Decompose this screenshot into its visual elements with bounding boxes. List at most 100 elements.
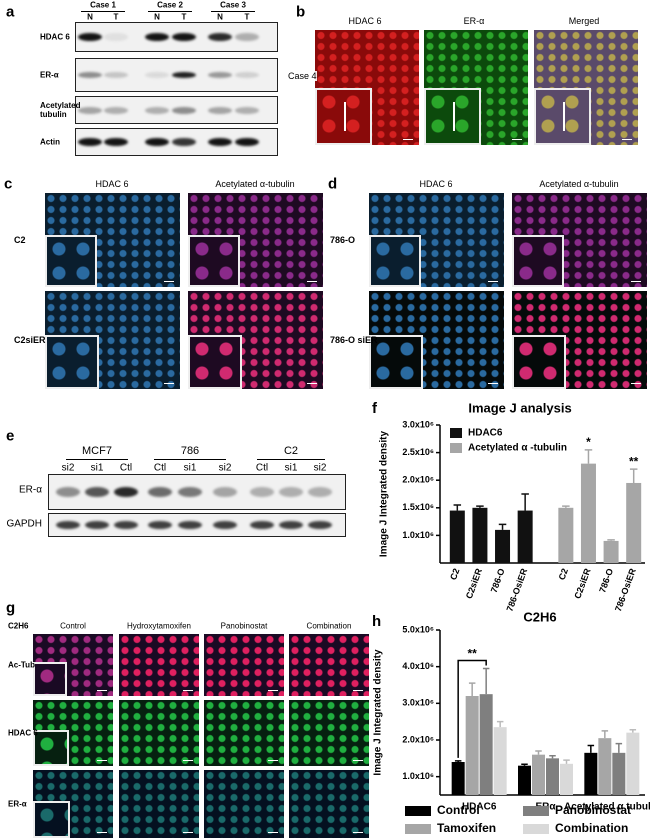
row-label: ER-α — [40, 70, 59, 80]
x-tick-label: C2siER — [572, 567, 592, 601]
column-header: Merged — [568, 16, 600, 26]
scale-bar — [97, 760, 107, 761]
scale-bar — [512, 139, 522, 140]
panel-label: a — [6, 3, 15, 21]
scale-bar — [183, 760, 193, 761]
band — [250, 487, 274, 497]
column-header: HDAC 6 — [348, 16, 382, 26]
band — [78, 33, 102, 41]
legend-label: Combination — [555, 821, 628, 835]
y-tick-label: 1.0x10⁶ — [402, 530, 434, 540]
error-bar — [453, 504, 462, 511]
significance-bracket — [457, 659, 487, 758]
column-header: ER-α — [463, 16, 485, 26]
micrograph — [204, 634, 284, 696]
group-underline — [66, 459, 128, 460]
panel-label: d — [328, 175, 338, 193]
legend-label: HDAC6 — [468, 428, 503, 439]
lane-label: si2 — [218, 462, 232, 474]
band — [145, 106, 169, 114]
column-header: HDAC 6 — [419, 179, 453, 189]
band — [114, 487, 138, 497]
group-label: 786 — [180, 445, 200, 457]
x-tick-label: Acetylated α tubulin — [564, 802, 650, 813]
row-label: Actin — [40, 137, 60, 147]
y-tick-label: 1.0x10⁶ — [402, 771, 434, 781]
band — [208, 33, 232, 41]
row-label: 786-O — [330, 235, 356, 245]
arrow — [562, 102, 565, 131]
scale-bar — [353, 690, 363, 691]
lane-label: T — [244, 12, 250, 22]
scale-bar — [268, 690, 278, 691]
band — [208, 72, 232, 78]
error-bar — [498, 523, 507, 530]
error-bar — [629, 728, 637, 733]
legend-swatch — [405, 806, 431, 816]
legend-swatch — [523, 824, 549, 834]
inset — [512, 335, 566, 389]
column-header: Acetylated α-tubulin — [539, 179, 619, 189]
band — [104, 33, 128, 41]
case-underline — [148, 11, 192, 12]
bar — [558, 507, 574, 563]
bar — [518, 765, 531, 795]
scale-bar — [488, 281, 498, 282]
panel-label: b — [296, 3, 306, 21]
y-tick-label: 4.0x10⁶ — [402, 661, 434, 671]
group-underline — [154, 459, 226, 460]
micrograph — [204, 770, 284, 838]
panel-label: f — [372, 400, 378, 417]
bar — [603, 540, 619, 563]
chart-title: C2H6 — [523, 609, 556, 624]
bar — [465, 696, 479, 795]
y-tick-label: 2.5x10⁶ — [402, 447, 434, 457]
band — [178, 487, 202, 497]
x-tick-label: C2siER — [464, 567, 484, 601]
bar — [626, 482, 642, 563]
micrograph — [289, 770, 369, 838]
micrograph — [119, 634, 199, 696]
error-bar — [601, 730, 609, 739]
band — [56, 487, 80, 497]
lane-label: si2 — [61, 462, 75, 474]
band — [172, 138, 196, 146]
micrograph — [119, 700, 199, 766]
scale-bar — [307, 383, 317, 384]
band — [172, 106, 196, 114]
x-tick-label: C2 — [448, 567, 461, 581]
scale-bar — [97, 690, 107, 691]
inset — [45, 335, 99, 389]
blot — [75, 96, 278, 124]
x-tick-label: 786-O — [597, 567, 615, 594]
bar — [580, 463, 596, 563]
panel-label: g — [6, 599, 16, 617]
column-header: HDAC 6 — [95, 179, 129, 189]
band — [85, 521, 109, 529]
scale-bar — [488, 383, 498, 384]
bar — [626, 732, 640, 795]
band — [145, 33, 169, 41]
lane-label: N — [87, 12, 93, 22]
inset — [188, 235, 240, 287]
bar — [449, 510, 465, 563]
legend-label: Control — [437, 803, 480, 817]
x-tick-label: 786-O — [489, 567, 507, 594]
lane-label: N — [154, 12, 160, 22]
error-bar — [535, 750, 542, 755]
error-bar — [615, 742, 623, 753]
bar — [493, 727, 507, 795]
scale-bar — [268, 760, 278, 761]
band — [235, 33, 259, 41]
band — [148, 487, 172, 497]
scale-bar — [631, 281, 641, 282]
inset — [369, 335, 423, 389]
error-bar — [468, 682, 476, 696]
band — [85, 487, 109, 497]
chart-title: Image J analysis — [468, 400, 571, 415]
lane-label: si2 — [313, 462, 327, 474]
y-tick-label: 2.0x10⁶ — [402, 475, 434, 485]
lane-label: Ctl — [255, 462, 269, 474]
row-label: Acetylated tubulin — [40, 101, 81, 119]
